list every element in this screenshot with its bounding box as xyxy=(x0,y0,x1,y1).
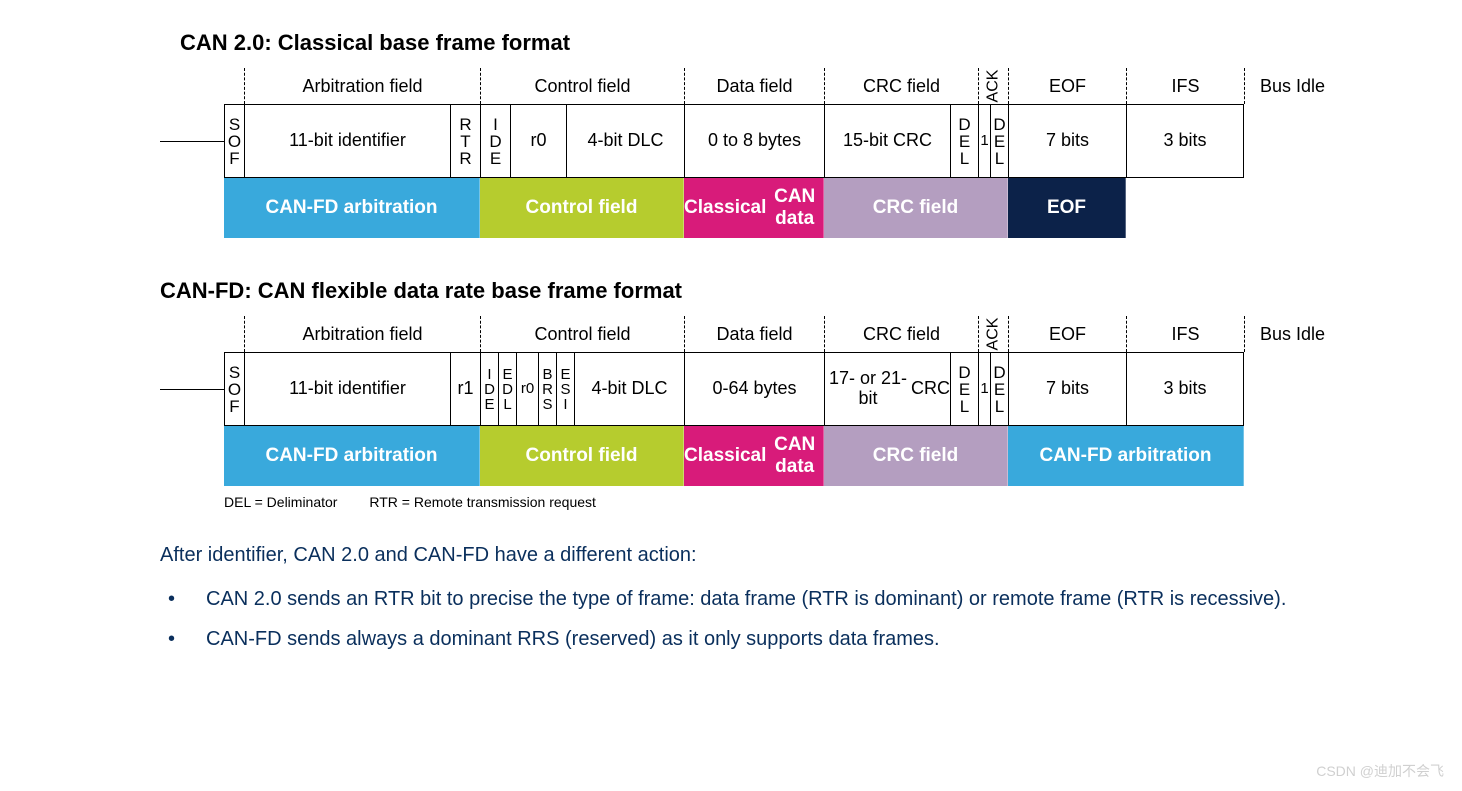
header-cell: CRC field xyxy=(824,68,978,104)
colorband-cell: CRC field xyxy=(824,178,1008,238)
bullet-2: CAN-FD sends always a dominant RRS (rese… xyxy=(206,624,1342,654)
header-cell: Control field xyxy=(480,316,684,352)
detail-cell: r0 xyxy=(516,352,538,426)
header-cell: CRC field xyxy=(824,316,978,352)
leadline xyxy=(160,389,224,390)
detail-cell: 0-64 bytes xyxy=(684,352,824,426)
detail-cell xyxy=(1244,104,1340,178)
can20-title: CAN 2.0: Classical base frame format xyxy=(160,30,1462,56)
header-cell: Data field xyxy=(684,68,824,104)
canfd-block: CAN-FD: CAN flexible data rate base fram… xyxy=(160,278,1462,486)
detail-cell: 15-bit CRC xyxy=(824,104,950,178)
header-cell: Data field xyxy=(684,316,824,352)
diagram-container: CAN 2.0: Classical base frame format Arb… xyxy=(0,30,1462,510)
canfd-detail-row: SOF11-bit identifierr1IDEEDLr0BRSESI4-bi… xyxy=(160,352,1462,426)
colorband-cell: Control field xyxy=(480,426,684,486)
header-cell: EOF xyxy=(1008,68,1126,104)
header-cell: EOF xyxy=(1008,316,1126,352)
can20-color-row: CAN-FD arbitrationControl fieldClassical… xyxy=(160,178,1462,238)
can20-detail-row: SOF11-bit identifierRTRIDEr04-bit DLC0 t… xyxy=(160,104,1462,178)
canfd-title: CAN-FD: CAN flexible data rate base fram… xyxy=(160,278,1462,304)
detail-cell xyxy=(1244,352,1340,426)
header-cell: IFS xyxy=(1126,68,1244,104)
bullet-1: CAN 2.0 sends an RTR bit to precise the … xyxy=(206,584,1342,614)
detail-cell: DEL xyxy=(950,104,978,178)
header-cell: Bus Idle xyxy=(1244,316,1340,352)
can20-colorband: CAN-FD arbitrationControl fieldClassical… xyxy=(224,178,1126,238)
detail-cell: 7 bits xyxy=(1008,352,1126,426)
detail-cell: 4-bit DLC xyxy=(574,352,684,426)
canfd-headers: Arbitration fieldControl fieldData field… xyxy=(224,316,1340,352)
header-cell: ACK xyxy=(978,68,1008,104)
detail-cell: DEL xyxy=(990,104,1008,178)
detail-cell: r0 xyxy=(510,104,566,178)
detail-cell: IDE xyxy=(480,104,510,178)
colorband-cell: ClassicalCAN data xyxy=(684,426,824,486)
detail-cell: 3 bits xyxy=(1126,104,1244,178)
detail-cell: BRS xyxy=(538,352,556,426)
body-list: CAN 2.0 sends an RTR bit to precise the … xyxy=(160,584,1342,654)
detail-cell: EDL xyxy=(498,352,516,426)
colorband-cell: EOF xyxy=(1008,178,1126,238)
watermark: CSDN @迪加不会飞 xyxy=(1316,761,1444,781)
detail-cell: 7 bits xyxy=(1008,104,1126,178)
detail-cell: DEL xyxy=(950,352,978,426)
canfd-details: SOF11-bit identifierr1IDEEDLr0BRSESI4-bi… xyxy=(224,352,1340,426)
legend: DEL = Deliminator RTR = Remote transmiss… xyxy=(160,494,1462,510)
colorband-cell: CAN-FD arbitration xyxy=(1008,426,1244,486)
leadspacer xyxy=(160,426,224,486)
header-cell: Control field xyxy=(480,68,684,104)
detail-cell: 11-bit identifier xyxy=(244,104,450,178)
canfd-header-row: Arbitration fieldControl fieldData field… xyxy=(160,316,1462,352)
detail-cell: 4-bit DLC xyxy=(566,104,684,178)
header-cell: ACK xyxy=(978,316,1008,352)
colorband-cell: CAN-FD arbitration xyxy=(224,426,480,486)
detail-cell: 17- or 21-bitCRC xyxy=(824,352,950,426)
header-cell: IFS xyxy=(1126,316,1244,352)
canfd-color-row: CAN-FD arbitrationControl fieldClassical… xyxy=(160,426,1462,486)
colorband-cell: CAN-FD arbitration xyxy=(224,178,480,238)
canfd-colorband: CAN-FD arbitrationControl fieldClassical… xyxy=(224,426,1244,486)
detail-cell: ESI xyxy=(556,352,574,426)
header-cell: Arbitration field xyxy=(244,316,480,352)
detail-cell: r1 xyxy=(450,352,480,426)
leadspacer xyxy=(160,316,224,352)
header-cell: Arbitration field xyxy=(244,68,480,104)
colorband-cell: ClassicalCAN data xyxy=(684,178,824,238)
detail-cell: 1 xyxy=(978,104,990,178)
header-cell xyxy=(224,68,244,104)
detail-cell: RTR xyxy=(450,104,480,178)
detail-cell: 3 bits xyxy=(1126,352,1244,426)
leadspacer xyxy=(160,178,224,238)
body-text: After identifier, CAN 2.0 and CAN-FD hav… xyxy=(0,510,1462,654)
colorband-cell: Control field xyxy=(480,178,684,238)
legend-rtr: RTR = Remote transmission request xyxy=(369,494,596,510)
detail-cell: 0 to 8 bytes xyxy=(684,104,824,178)
legend-del: DEL = Deliminator xyxy=(224,494,337,510)
detail-cell: DEL xyxy=(990,352,1008,426)
leadline xyxy=(160,141,224,142)
can20-headers: Arbitration fieldControl fieldData field… xyxy=(224,68,1340,104)
header-cell xyxy=(224,316,244,352)
detail-cell: 1 xyxy=(978,352,990,426)
detail-cell: 11-bit identifier xyxy=(244,352,450,426)
can20-header-row: Arbitration fieldControl fieldData field… xyxy=(160,68,1462,104)
can20-details: SOF11-bit identifierRTRIDEr04-bit DLC0 t… xyxy=(224,104,1340,178)
header-cell: Bus Idle xyxy=(1244,68,1340,104)
body-intro: After identifier, CAN 2.0 and CAN-FD hav… xyxy=(160,540,1342,570)
detail-cell: SOF xyxy=(224,352,244,426)
can20-block: CAN 2.0: Classical base frame format Arb… xyxy=(160,30,1462,238)
leadspacer xyxy=(160,68,224,104)
detail-cell: SOF xyxy=(224,104,244,178)
detail-cell: IDE xyxy=(480,352,498,426)
colorband-cell: CRC field xyxy=(824,426,1008,486)
